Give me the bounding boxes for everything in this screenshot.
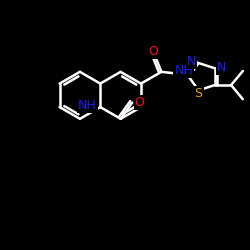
Text: NH: NH — [78, 99, 96, 112]
Text: N: N — [187, 55, 196, 68]
Text: N: N — [217, 60, 226, 74]
Text: O: O — [148, 45, 158, 58]
Text: S: S — [194, 87, 202, 100]
Text: NH: NH — [174, 64, 193, 77]
Text: O: O — [135, 96, 144, 109]
